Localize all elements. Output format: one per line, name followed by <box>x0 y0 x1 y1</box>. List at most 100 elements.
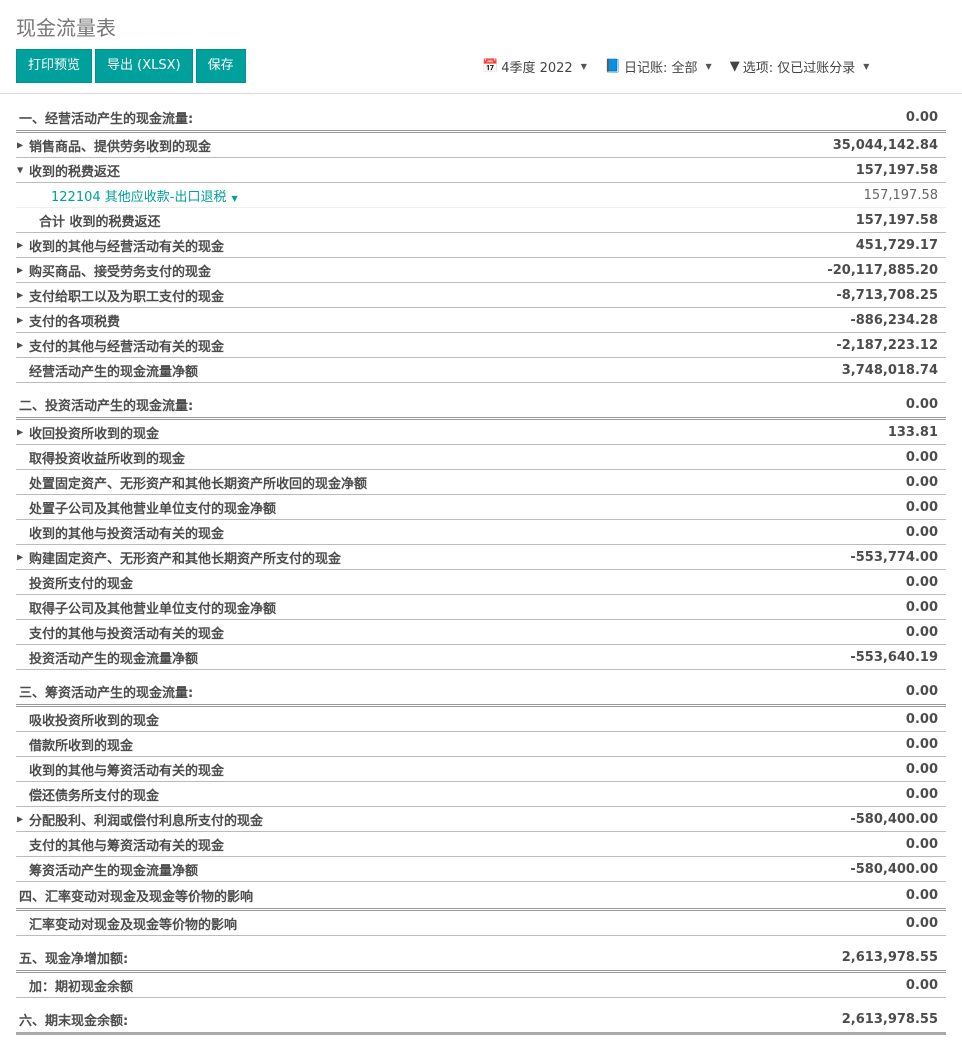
row-label[interactable]: 122104 其他应收款-出口退税 ▼ <box>16 186 238 205</box>
caret-right-icon[interactable]: ▶ <box>17 240 24 250</box>
row-label-text: 加：期初现金余额 <box>29 979 134 995</box>
row-label: 一、经营活动产生的现金流量: <box>16 108 193 127</box>
row-label-text: 销售商品、提供劳务收到的现金 <box>29 139 212 155</box>
row-label-text: 汇率变动对现金及现金等价物的影响 <box>29 917 238 933</box>
row-label-text: 购买商品、接受劳务支付的现金 <box>29 264 212 280</box>
row-label-text: 投资所支付的现金 <box>29 576 134 592</box>
row-value: 0.00 <box>905 574 938 590</box>
row-label-text: 处置固定资产、无形资产和其他长期资产所收回的现金净额 <box>29 476 368 492</box>
row-label: 收到的其他与筹资活动有关的现金 <box>16 760 224 779</box>
row-label-text: 支付的其他与筹资活动有关的现金 <box>29 838 225 854</box>
total-row: 汇率变动对现金及现金等价物的影响 0.00 <box>16 911 946 936</box>
row-label-text: 吸收投资所收到的现金 <box>29 713 160 729</box>
options-filter[interactable]: ▼ 选项: 仅已过账分录 ▼ <box>730 57 870 76</box>
row-value: 0.00 <box>905 109 938 125</box>
row-value: -886,234.28 <box>850 312 938 328</box>
row-value: -580,400.00 <box>850 811 938 827</box>
row-label-text: 处置子公司及其他营业单位支付的现金净额 <box>29 501 277 517</box>
row-value: 0.00 <box>905 599 938 615</box>
caret-right-icon[interactable]: ▶ <box>17 427 24 437</box>
table-row: 借款所收到的现金 0.00 <box>16 732 946 757</box>
table-row[interactable]: ▶ 收到的其他与经营活动有关的现金 451,729.17 <box>16 233 946 258</box>
table-row: 收到的其他与投资活动有关的现金 0.00 <box>16 520 946 545</box>
row-label: 加：期初现金余额 <box>16 976 133 995</box>
table-row[interactable]: ▶ 支付的其他与经营活动有关的现金 -2,187,223.12 <box>16 333 946 358</box>
caret-down-icon: ▼ <box>580 62 587 71</box>
row-label: 借款所收到的现金 <box>16 735 133 754</box>
row-value: 451,729.17 <box>855 237 938 253</box>
row-value: 2,613,978.55 <box>841 949 938 965</box>
table-row: 支付的其他与投资活动有关的现金 0.00 <box>16 620 946 645</box>
total-row: 经营活动产生的现金流量净额 3,748,018.74 <box>16 358 946 383</box>
row-label: 四、汇率变动对现金及现金等价物的影响 <box>16 886 253 905</box>
table-row[interactable]: ▶ 购买商品、接受劳务支付的现金 -20,117,885.20 <box>16 258 946 283</box>
row-label-text: 购建固定资产、无形资产和其他长期资产所支付的现金 <box>29 551 342 567</box>
row-label: ▶ 分配股利、利润或偿付利息所支付的现金 <box>16 810 263 829</box>
row-label-text: 122104 其他应收款-出口退税 <box>51 189 227 205</box>
table-row: 吸收投资所收到的现金 0.00 <box>16 707 946 732</box>
row-label: ▶ 支付给职工以及为职工支付的现金 <box>16 286 224 305</box>
total-row: 投资活动产生的现金流量净额 -553,640.19 <box>16 645 946 670</box>
row-label-text: 收回投资所收到的现金 <box>29 426 160 442</box>
section-header-row: 五、现金净增加额: 2,613,978.55 <box>16 944 946 973</box>
total-row: 合计 收到的税费返还 157,197.58 <box>16 208 946 233</box>
export-xlsx-button[interactable]: 导出 (XLSX) <box>95 49 193 83</box>
table-row: 处置固定资产、无形资产和其他长期资产所收回的现金净额 0.00 <box>16 470 946 495</box>
row-value: 35,044,142.84 <box>832 137 938 153</box>
table-row[interactable]: ▶ 收回投资所收到的现金 133.81 <box>16 420 946 445</box>
save-button[interactable]: 保存 <box>195 49 246 83</box>
row-label-text: 支付的其他与投资活动有关的现金 <box>29 626 225 642</box>
row-label: 二、投资活动产生的现金流量: <box>16 395 193 414</box>
row-value: -20,117,885.20 <box>827 262 938 278</box>
divider <box>0 93 962 94</box>
table-row[interactable]: ▶ 支付给职工以及为职工支付的现金 -8,713,708.25 <box>16 283 946 308</box>
row-label-text: 二、投资活动产生的现金流量: <box>19 398 194 414</box>
table-row[interactable]: ▶ 分配股利、利润或偿付利息所支付的现金 -580,400.00 <box>16 807 946 832</box>
caret-right-icon[interactable]: ▶ <box>17 140 24 150</box>
table-row: 投资所支付的现金 0.00 <box>16 570 946 595</box>
row-label: 筹资活动产生的现金流量净额 <box>16 860 198 879</box>
row-label: 三、筹资活动产生的现金流量: <box>16 682 193 701</box>
table-row[interactable]: ▶ 购建固定资产、无形资产和其他长期资产所支付的现金 -553,774.00 <box>16 545 946 570</box>
row-label: 经营活动产生的现金流量净额 <box>16 361 198 380</box>
table-row[interactable]: ▶ 销售商品、提供劳务收到的现金 35,044,142.84 <box>16 133 946 158</box>
row-label-text: 取得投资收益所收到的现金 <box>29 451 186 467</box>
row-label: 收到的其他与投资活动有关的现金 <box>16 523 224 542</box>
row-label-text: 收到的税费返还 <box>29 164 121 180</box>
row-value: -553,774.00 <box>850 549 938 565</box>
row-value: 0.00 <box>905 683 938 699</box>
row-label-text: 收到的其他与经营活动有关的现金 <box>29 239 225 255</box>
row-label: ▶ 收到的其他与经营活动有关的现金 <box>16 236 224 255</box>
row-label: ▶ 支付的各项税费 <box>16 311 120 330</box>
cash-flow-table: 一、经营活动产生的现金流量: 0.00 ▶ 销售商品、提供劳务收到的现金 35,044,… <box>16 104 946 1035</box>
caret-right-icon[interactable]: ▶ <box>17 340 24 350</box>
row-label-text: 六、期末现金余额: <box>19 1013 129 1029</box>
row-value: 2,613,978.55 <box>841 1011 938 1027</box>
caret-down-icon[interactable]: ▼ <box>17 165 24 175</box>
row-label: 处置固定资产、无形资产和其他长期资产所收回的现金净额 <box>16 473 367 492</box>
print-preview-button[interactable]: 打印预览 <box>16 49 93 83</box>
date-filter[interactable]: 📅 4季度 2022 ▼ <box>482 57 587 76</box>
caret-right-icon[interactable]: ▶ <box>17 552 24 562</box>
row-label-text: 四、汇率变动对现金及现金等价物的影响 <box>19 889 254 905</box>
row-value: -2,187,223.12 <box>836 337 938 353</box>
row-value: 0.00 <box>905 887 938 903</box>
row-label-text: 借款所收到的现金 <box>29 738 134 754</box>
row-label-text: 支付的其他与经营活动有关的现金 <box>29 339 225 355</box>
filter-bar: 📅 4季度 2022 ▼ 📘 日记账: 全部 ▼ ▼ 选项: 仅已过账分录 ▼ <box>482 57 869 76</box>
row-value: 0.00 <box>905 915 938 931</box>
caret-right-icon[interactable]: ▶ <box>17 814 24 824</box>
row-label-text: 支付给职工以及为职工支付的现金 <box>29 289 225 305</box>
caret-right-icon[interactable]: ▶ <box>17 315 24 325</box>
table-row[interactable]: ▶ 支付的各项税费 -886,234.28 <box>16 308 946 333</box>
caret-down-icon[interactable]: ▼ <box>231 193 238 203</box>
row-label: ▶ 支付的其他与经营活动有关的现金 <box>16 336 224 355</box>
table-row[interactable]: ▼ 收到的税费返还 157,197.58 <box>16 158 946 183</box>
caret-right-icon[interactable]: ▶ <box>17 265 24 275</box>
row-value: -553,640.19 <box>850 649 938 665</box>
row-value: 157,197.58 <box>855 212 938 228</box>
account-row[interactable]: 122104 其他应收款-出口退税 ▼ 157,197.58 <box>16 183 946 208</box>
journal-filter[interactable]: 📘 日记账: 全部 ▼ <box>605 57 712 76</box>
section-header-row: 六、期末现金余额: 2,613,978.55 <box>16 1006 946 1035</box>
caret-right-icon[interactable]: ▶ <box>17 290 24 300</box>
